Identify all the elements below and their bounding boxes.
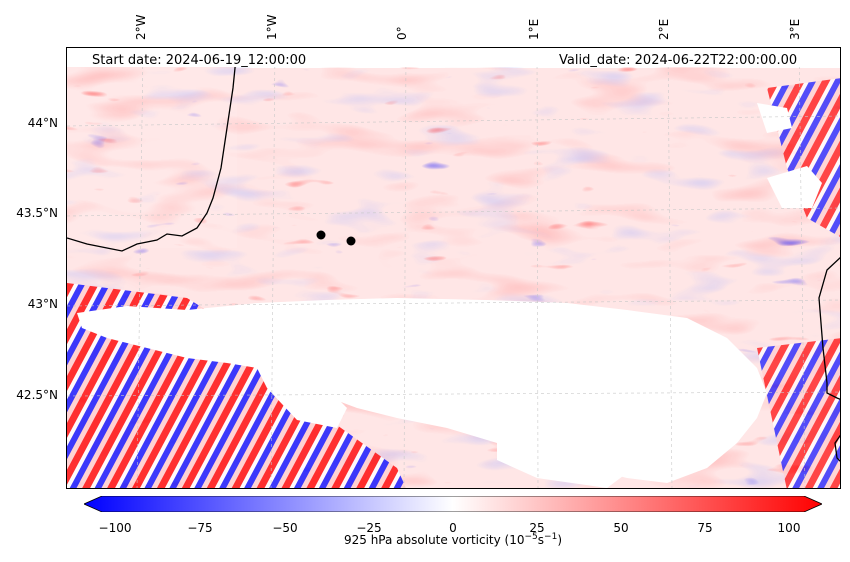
colorbar-tick-50: 50 [613, 521, 629, 535]
start-date-label: Start date: 2024-06-19_12:00:00 [92, 53, 307, 68]
terrain-mask-massif [767, 166, 822, 208]
lat-label-43n: 43°N [27, 297, 58, 311]
coastline [67, 48, 840, 462]
colorbar-title: 925 hPa absolute vorticity (10−5s−1) [343, 532, 563, 547]
lon-label-0: 0° [395, 26, 409, 40]
valid-date-label: Valid_date: 2024-06-22T22:00:00.00 [559, 53, 798, 68]
colorbar-tick-100: 100 [777, 521, 801, 535]
colorbar-tick-75: 75 [697, 521, 713, 535]
lat-label-44n: 44°N [27, 116, 58, 130]
wave-band-southeast [757, 338, 840, 488]
lat-label-42-5n: 42.5°N [16, 388, 58, 402]
colorbar-tick-25: 25 [529, 521, 545, 535]
colorbar-tick-neg100: −100 [98, 521, 132, 535]
lon-label-1e: 1°E [527, 18, 541, 40]
lon-label-3e: 3°E [788, 18, 802, 40]
colorbar-tick-neg25: −25 [356, 521, 382, 535]
lat-label-43-5n: 43.5°N [16, 206, 58, 220]
vorticity-field [67, 48, 840, 488]
lon-label-2e: 2°E [657, 18, 671, 40]
terrain-mask-pyrenees [77, 298, 767, 483]
vorticity-map [66, 47, 841, 489]
graticule [67, 48, 840, 488]
colorbar [84, 496, 822, 512]
lon-label-2w: 2°W [134, 14, 148, 41]
lon-label-1w: 1°W [265, 14, 279, 41]
colorbar-tick-neg75: −75 [187, 521, 213, 535]
station-marker-1 [316, 230, 326, 240]
colorbar-tick-0: 0 [449, 521, 457, 535]
station-marker-2 [346, 236, 356, 246]
colorbar-tick-neg50: −50 [272, 521, 298, 535]
